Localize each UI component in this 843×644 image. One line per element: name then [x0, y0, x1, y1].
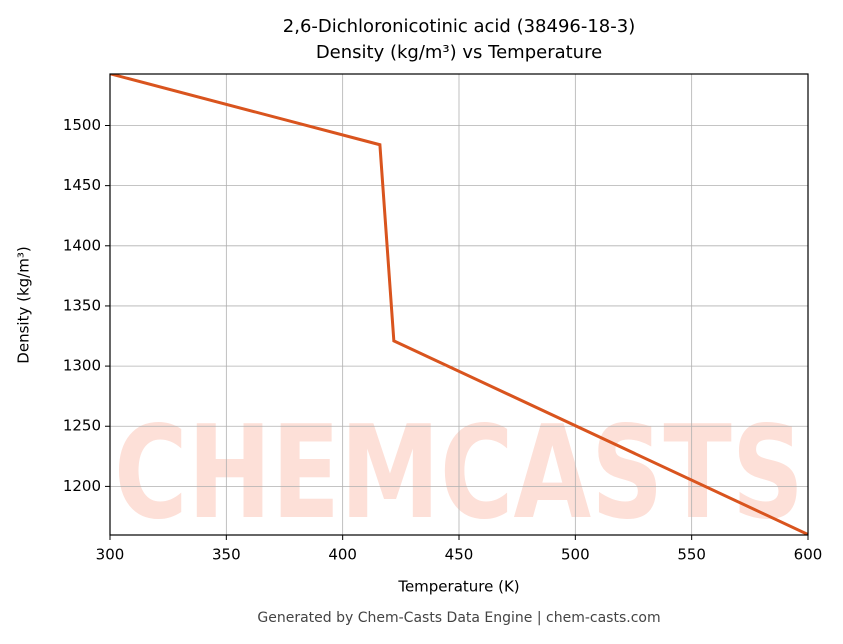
y-tick-label: 1500 — [63, 116, 101, 134]
y-tick-label: 1250 — [63, 417, 101, 435]
x-tick-label: 450 — [445, 546, 474, 564]
data-line — [110, 74, 808, 535]
x-tick-label: 400 — [328, 546, 357, 564]
y-tick-label: 1300 — [63, 357, 101, 375]
x-tick-label: 300 — [96, 546, 125, 564]
x-tick-label: 600 — [794, 546, 823, 564]
chart-subtitle: Density (kg/m³) vs Temperature — [316, 42, 602, 63]
x-tick-label: 550 — [677, 546, 706, 564]
x-tick-label: 350 — [212, 546, 241, 564]
y-tick-label: 1350 — [63, 296, 101, 314]
y-tick-label: 1400 — [63, 236, 101, 254]
y-tick-label: 1450 — [63, 176, 101, 194]
x-tick-label: 500 — [561, 546, 590, 564]
y-tick-label: 1200 — [63, 477, 101, 495]
plot-frame — [109, 73, 809, 536]
y-axis-label: Density (kg/m³) — [15, 246, 33, 363]
x-axis-label: Temperature (K) — [397, 578, 519, 596]
footer: Generated by Chem-Casts Data Engine | ch… — [257, 610, 660, 626]
chart-title: 2,6-Dichloronicotinic acid (38496-18-3) — [283, 16, 635, 37]
